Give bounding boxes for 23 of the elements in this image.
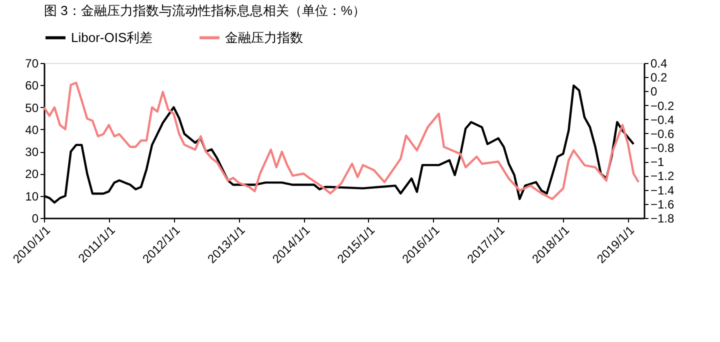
y2-tick-label: 0.4	[650, 56, 668, 70]
y-tick-label: 60	[25, 78, 39, 93]
y-tick-label: 40	[25, 122, 39, 137]
y2-tick-label: −0.2	[650, 98, 675, 113]
y2-tick-label: −1	[650, 155, 665, 170]
y-tick-label: 20	[25, 167, 39, 182]
chart-title: 图 3：金融压力指数与流动性指标息息相关（单位：%）	[44, 3, 366, 18]
y2-tick-label: −1.6	[650, 197, 675, 212]
y-tick-label: 50	[25, 100, 39, 115]
y2-tick-label: −0.4	[650, 112, 675, 127]
y-tick-label: 70	[25, 56, 39, 70]
y2-tick-label: −1.8	[650, 212, 675, 226]
y2-tick-label: −1.4	[650, 183, 675, 198]
y-tick-label: 0	[32, 212, 39, 226]
y-tick-label: 30	[25, 145, 39, 160]
y2-tick-label: −0.8	[650, 141, 675, 156]
y2-tick-label: 0.2	[650, 70, 668, 85]
y2-tick-label: −1.2	[650, 169, 675, 184]
y2-tick-label: −0.6	[650, 126, 675, 141]
legend-label: Libor-OIS利差	[71, 30, 153, 45]
y-tick-label: 10	[25, 189, 39, 204]
y2-tick-label: 0	[650, 84, 658, 99]
legend-label: 金融压力指数	[225, 30, 303, 45]
